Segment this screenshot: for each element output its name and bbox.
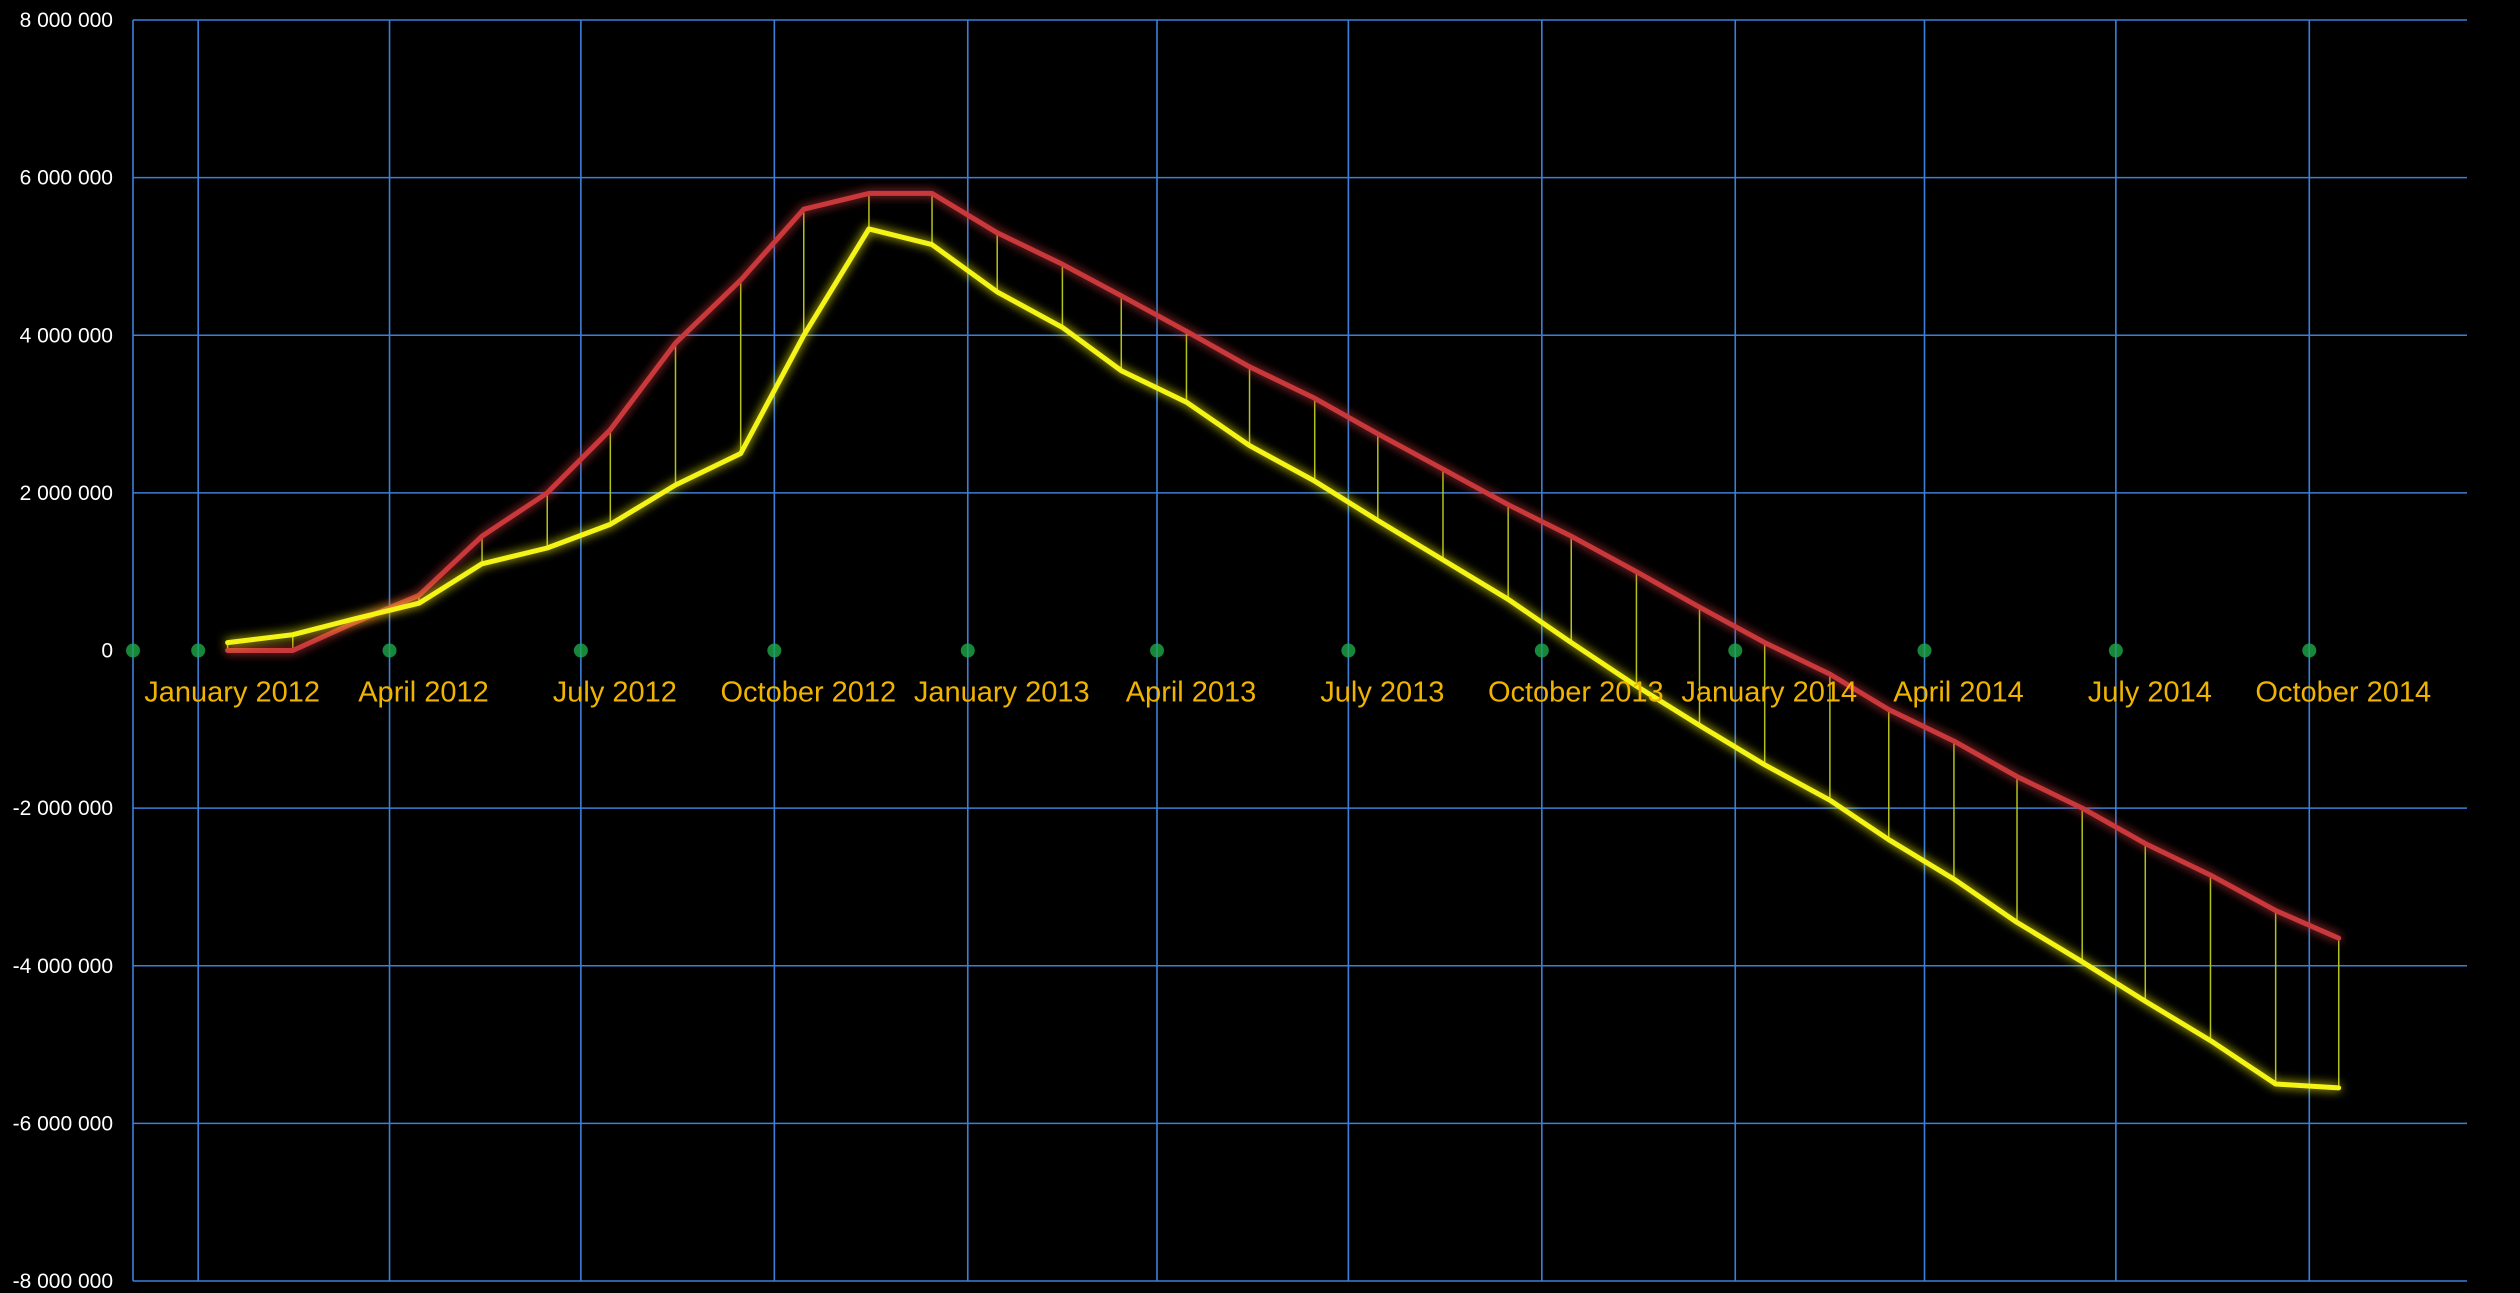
y-tick-label: -2 000 000 — [13, 797, 113, 820]
zero-line-marker — [1728, 643, 1743, 658]
x-tick-label: April 2012 — [358, 677, 489, 709]
x-tick-label: October 2012 — [720, 677, 896, 709]
series-line-actual — [225, 226, 2342, 1091]
zero-line-marker — [2108, 643, 2123, 658]
x-tick-label: July 2013 — [1320, 677, 1444, 709]
zero-line-marker — [382, 643, 397, 658]
zero-line-marker — [1150, 643, 1165, 658]
x-tick-label: January 2013 — [914, 677, 1090, 709]
zero-line-marker — [960, 643, 975, 658]
zero-line-marker — [1534, 643, 1549, 658]
x-axis-tick-labels: January 2012 April 2012 July 2012 October 2… — [144, 677, 2431, 709]
y-tick-label: 8 000 000 — [20, 9, 113, 32]
x-tick-label: April 2014 — [1893, 677, 2024, 709]
y-tick-label: 2 000 000 — [20, 482, 113, 505]
zero-line-marker — [2302, 643, 2317, 658]
y-tick-label: -4 000 000 — [13, 955, 113, 978]
x-tick-label: October 2014 — [2255, 677, 2431, 709]
series-line-plan — [225, 190, 2342, 941]
drop-lines — [226, 193, 2340, 1088]
zero-line-marker — [191, 643, 206, 658]
zero-line — [126, 643, 2467, 658]
zero-line-marker — [573, 643, 588, 658]
zero-line-marker — [1917, 643, 1932, 658]
x-tick-label: July 2014 — [2088, 677, 2212, 709]
y-tick-label: 4 000 000 — [20, 324, 113, 347]
y-tick-label: 0 — [101, 640, 113, 663]
y-tick-label: 6 000 000 — [20, 167, 113, 190]
zero-line-marker — [1341, 643, 1356, 658]
y-axis-tick-labels: -8 000 000 -6 000 000 -4 000 000 -2 000 000… — [13, 9, 113, 1293]
x-tick-label: July 2012 — [553, 677, 677, 709]
y-tick-label: -6 000 000 — [13, 1112, 113, 1135]
zero-line-marker — [767, 643, 782, 658]
x-tick-label: January 2014 — [1681, 677, 1857, 709]
x-tick-label: April 2013 — [1126, 677, 1257, 709]
y-tick-label: -8 000 000 — [13, 1270, 113, 1293]
series-lines — [225, 190, 2342, 1091]
x-tick-label: January 2012 — [144, 677, 320, 709]
x-tick-label: October 2013 — [1488, 677, 1664, 709]
zero-line-marker — [126, 643, 140, 658]
